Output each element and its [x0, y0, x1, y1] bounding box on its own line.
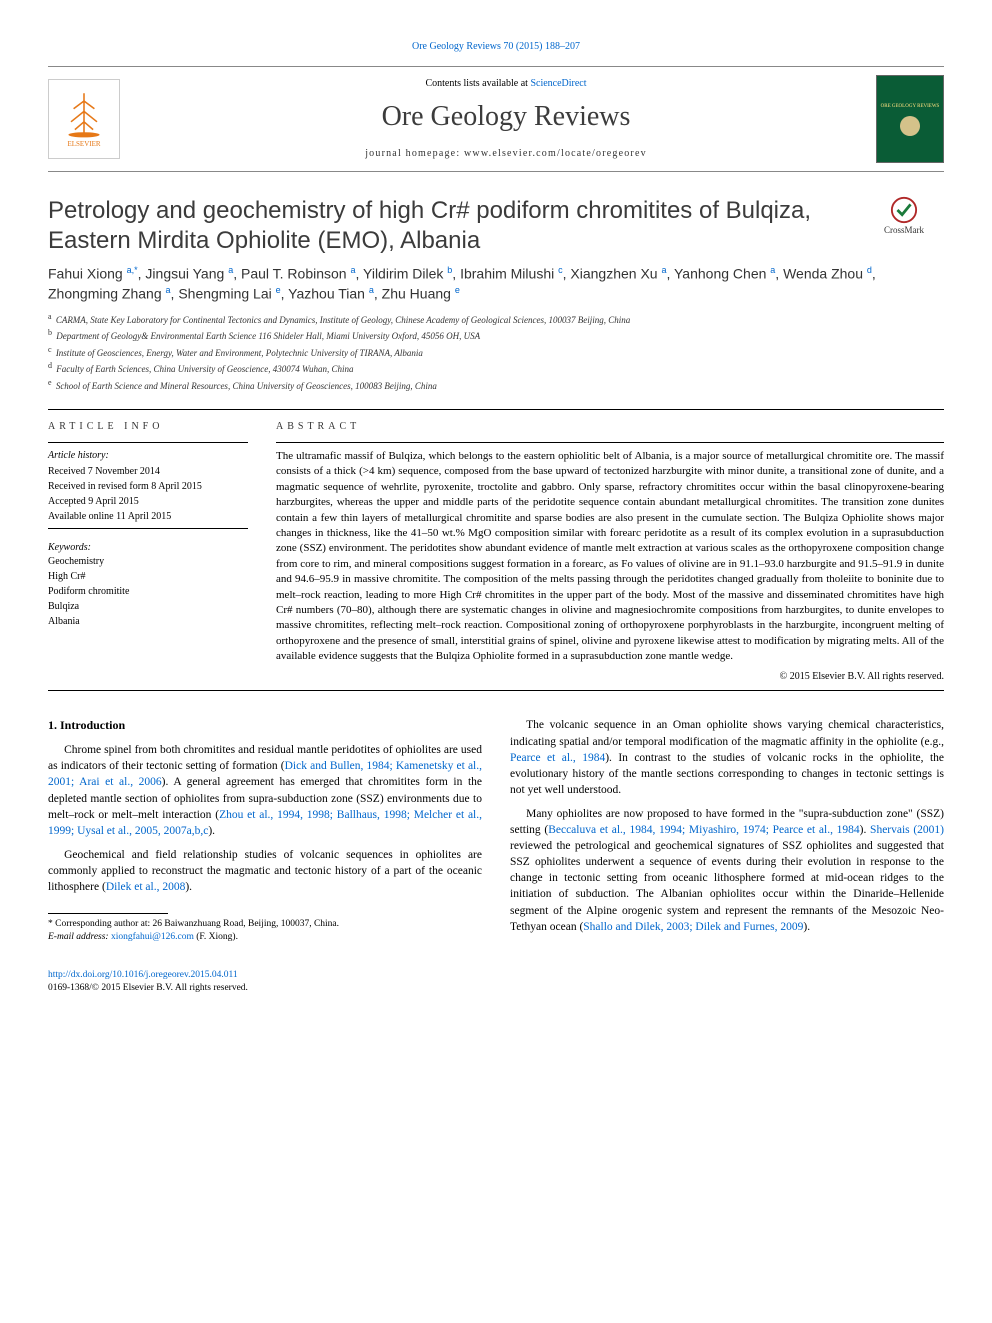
affiliation-line: a CARMA, State Key Laboratory for Contin…	[48, 311, 944, 328]
column-right: The volcanic sequence in an Oman ophioli…	[510, 717, 944, 944]
doi-link[interactable]: http://dx.doi.org/10.1016/j.oregeorev.20…	[48, 970, 238, 980]
citation-link[interactable]: Dick and Bullen, 1984; Kamenetsky et al.…	[48, 760, 482, 788]
homepage-url: www.elsevier.com/locate/oregeorev	[464, 148, 647, 159]
article-info-label: article info	[48, 420, 248, 434]
history-line: Available online 11 April 2015	[48, 510, 248, 524]
history-line: Received 7 November 2014	[48, 465, 248, 479]
journal-name: Ore Geology Reviews	[136, 97, 876, 136]
crossmark-label: CrossMark	[884, 224, 924, 237]
keyword: Geochemistry	[48, 555, 248, 569]
authors-line: Fahui Xiong a,*, Jingsui Yang a, Paul T.…	[48, 264, 944, 305]
history-line: Accepted 9 April 2015	[48, 495, 248, 509]
homepage-prefix: journal homepage:	[365, 148, 464, 159]
section-heading: 1. Introduction	[48, 717, 482, 734]
affiliation-line: d Faculty of Earth Sciences, China Unive…	[48, 360, 944, 377]
author-aff-link[interactable]: e	[455, 285, 460, 295]
column-left: 1. Introduction Chrome spinel from both …	[48, 717, 482, 944]
top-citation-link[interactable]: Ore Geology Reviews 70 (2015) 188–207	[412, 41, 580, 52]
corr-email-link[interactable]: xiongfahui@126.com	[111, 932, 194, 942]
citation-link[interactable]: Pearce et al., 1984	[510, 752, 605, 764]
keyword: High Cr#	[48, 570, 248, 584]
author: , Zhu Huang	[374, 286, 455, 302]
citation-link[interactable]: Shallo and Dilek, 2003; Dilek and Furnes…	[583, 921, 803, 933]
author: , Yildirim Dilek	[355, 266, 447, 282]
journal-cover-thumb: ORE GEOLOGY REVIEWS	[876, 75, 944, 163]
crossmark-icon	[890, 196, 918, 224]
cover-seal-icon	[900, 116, 920, 136]
corr-text: Corresponding author at: 26 Baiwanzhuang…	[55, 919, 339, 929]
affiliation-line: b Department of Geology& Environmental E…	[48, 327, 944, 344]
author: , Yanhong Chen	[666, 266, 770, 282]
journal-homepage: journal homepage: www.elsevier.com/locat…	[136, 147, 876, 161]
elsevier-tree-icon	[58, 88, 110, 140]
citation-link[interactable]: Shervais (2001)	[870, 824, 944, 836]
corresponding-footnote: * Corresponding author at: 26 Baiwanzhua…	[48, 918, 482, 945]
journal-header: ELSEVIER Contents lists available at Sci…	[48, 66, 944, 172]
body-paragraph: The volcanic sequence in an Oman ophioli…	[510, 717, 944, 797]
contents-line: Contents lists available at ScienceDirec…	[136, 77, 876, 91]
abstract: abstract The ultramafic massif of Bulqiz…	[276, 420, 944, 684]
article-info: article info Article history: Received 7…	[48, 420, 248, 684]
citation-link[interactable]: Zhou et al., 1994, 1998; Ballhaus, 1998;…	[48, 809, 482, 837]
divider	[48, 690, 944, 691]
history-line: Received in revised form 8 April 2015	[48, 480, 248, 494]
elsevier-name: ELSEVIER	[67, 140, 100, 150]
divider	[48, 442, 248, 443]
keywords-head: Keywords:	[48, 541, 248, 555]
divider	[276, 442, 944, 443]
page-footer: http://dx.doi.org/10.1016/j.oregeorev.20…	[48, 969, 944, 996]
abstract-text: The ultramafic massif of Bulqiza, which …	[276, 449, 944, 664]
body-columns: 1. Introduction Chrome spinel from both …	[48, 717, 944, 944]
author: , Xiangzhen Xu	[563, 266, 662, 282]
author: , Jingsui Yang	[138, 266, 229, 282]
email-suffix: (F. Xiong).	[194, 932, 238, 942]
divider	[48, 528, 248, 529]
author: , Wenda Zhou	[775, 266, 867, 282]
sciencedirect-link[interactable]: ScienceDirect	[530, 78, 586, 89]
elsevier-logo: ELSEVIER	[48, 79, 120, 159]
footnote-rule	[48, 913, 168, 914]
keyword: Podiform chromitite	[48, 585, 248, 599]
issn-line: 0169-1368/© 2015 Elsevier B.V. All right…	[48, 983, 248, 993]
body-paragraph: Geochemical and field relationship studi…	[48, 847, 482, 895]
article-title: Petrology and geochemistry of high Cr# p…	[48, 196, 864, 256]
author-aff-link[interactable]: a,	[127, 265, 135, 275]
author: , Ibrahim Milushi	[452, 266, 558, 282]
keyword: Albania	[48, 615, 248, 629]
affiliation-line: e School of Earth Science and Mineral Re…	[48, 377, 944, 394]
keyword: Bulqiza	[48, 600, 248, 614]
author: , Shengming Lai	[171, 286, 276, 302]
affiliations: a CARMA, State Key Laboratory for Contin…	[48, 311, 944, 394]
crossmark-badge[interactable]: CrossMark	[864, 196, 944, 237]
abstract-copyright: © 2015 Elsevier B.V. All rights reserved…	[276, 670, 944, 684]
contents-prefix: Contents lists available at	[425, 78, 530, 89]
history-head: Article history:	[48, 449, 248, 463]
cover-title: ORE GEOLOGY REVIEWS	[881, 103, 940, 110]
email-label: E-mail address:	[48, 932, 111, 942]
body-paragraph: Chrome spinel from both chromitites and …	[48, 742, 482, 839]
citation-link[interactable]: Beccaluva et al., 1984, 1994; Miyashiro,…	[548, 824, 859, 836]
author: , Paul T. Robinson	[233, 266, 350, 282]
abstract-label: abstract	[276, 420, 944, 434]
author: Fahui Xiong	[48, 266, 127, 282]
body-paragraph: Many ophiolites are now proposed to have…	[510, 806, 944, 935]
top-citation: Ore Geology Reviews 70 (2015) 188–207	[48, 40, 944, 54]
affiliation-line: c Institute of Geosciences, Energy, Wate…	[48, 344, 944, 361]
citation-link[interactable]: Dilek et al., 2008	[106, 881, 186, 893]
divider	[48, 409, 944, 410]
author: , Yazhou Tian	[281, 286, 369, 302]
